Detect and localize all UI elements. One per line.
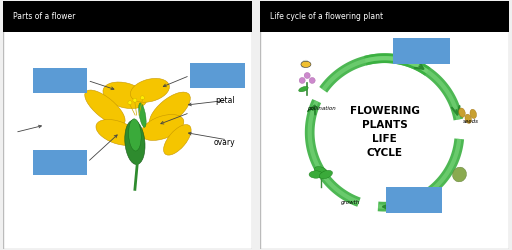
Ellipse shape	[298, 86, 308, 92]
Text: Parts of a flower: Parts of a flower	[13, 12, 75, 21]
Ellipse shape	[459, 108, 465, 117]
Text: ovary: ovary	[213, 138, 235, 147]
Ellipse shape	[103, 82, 147, 108]
Ellipse shape	[470, 109, 477, 118]
Ellipse shape	[150, 92, 190, 128]
Text: petal: petal	[215, 96, 235, 105]
Text: pollination: pollination	[307, 106, 335, 112]
FancyBboxPatch shape	[3, 1, 252, 249]
Ellipse shape	[302, 64, 308, 67]
Ellipse shape	[141, 114, 184, 140]
Ellipse shape	[96, 120, 139, 145]
Text: seeds: seeds	[463, 119, 479, 124]
Circle shape	[140, 96, 144, 100]
FancyBboxPatch shape	[260, 1, 509, 32]
Ellipse shape	[85, 90, 125, 125]
FancyBboxPatch shape	[386, 187, 442, 213]
FancyBboxPatch shape	[33, 68, 88, 93]
Ellipse shape	[314, 166, 328, 175]
Ellipse shape	[301, 61, 311, 68]
FancyBboxPatch shape	[190, 63, 245, 88]
Ellipse shape	[129, 119, 141, 151]
Ellipse shape	[319, 170, 332, 179]
Ellipse shape	[465, 114, 472, 124]
Circle shape	[128, 101, 132, 105]
FancyBboxPatch shape	[393, 38, 450, 64]
FancyBboxPatch shape	[33, 150, 88, 174]
Circle shape	[304, 72, 310, 78]
Ellipse shape	[131, 78, 169, 102]
Text: growth: growth	[342, 200, 360, 205]
Text: Life cycle of a flowering plant: Life cycle of a flowering plant	[270, 12, 383, 21]
Circle shape	[299, 78, 305, 84]
Circle shape	[309, 78, 315, 84]
Ellipse shape	[163, 124, 191, 155]
Circle shape	[133, 98, 137, 102]
Ellipse shape	[139, 103, 146, 127]
Ellipse shape	[453, 167, 466, 182]
Ellipse shape	[125, 120, 145, 164]
Ellipse shape	[309, 171, 323, 178]
FancyBboxPatch shape	[260, 1, 509, 249]
Ellipse shape	[302, 60, 308, 64]
Text: FLOWERING
PLANTS
LIFE
CYCLE: FLOWERING PLANTS LIFE CYCLE	[350, 106, 419, 158]
FancyBboxPatch shape	[3, 1, 252, 32]
